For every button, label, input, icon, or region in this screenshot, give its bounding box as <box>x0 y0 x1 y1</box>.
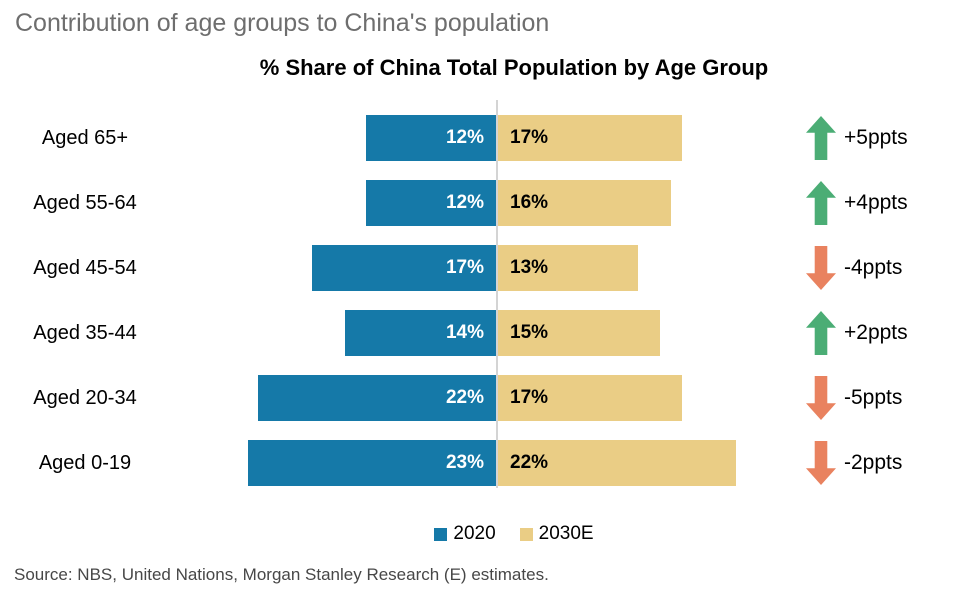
bar-2020: 17% <box>312 245 496 291</box>
category-label: Aged 20-34 <box>33 387 137 409</box>
bar-2020: 23% <box>247 440 496 486</box>
bar-2030e: 17% <box>498 375 682 421</box>
bar-value-2020: 23% <box>445 452 484 473</box>
chart-row: Aged 45-54 17% 13% -4ppts <box>0 245 956 291</box>
bar-2030e: 13% <box>498 245 639 291</box>
delta-arrow-down-icon <box>806 246 836 290</box>
bar-2020: 22% <box>258 375 496 421</box>
bar-2030e: 22% <box>498 440 736 486</box>
legend-label-2030e: 2030E <box>538 523 594 544</box>
delta-label: -4ppts <box>844 256 903 279</box>
bar-2020: 14% <box>344 310 496 356</box>
legend-item-2030e: 2030E <box>519 523 594 545</box>
bar-2020: 12% <box>366 115 496 161</box>
bar-value-2020: 12% <box>445 192 484 213</box>
bar-value-2030e: 17% <box>510 127 549 148</box>
bar-value-2030e: 13% <box>510 257 549 278</box>
category-label: Aged 55-64 <box>33 192 137 214</box>
chart-row: Aged 65+ 12% 17% +5ppts <box>0 115 956 161</box>
legend-label-2020: 2020 <box>453 523 496 544</box>
bar-2030e: 17% <box>498 115 682 161</box>
category-label: Aged 65+ <box>41 127 129 149</box>
delta-label: -2ppts <box>844 451 903 474</box>
chart-title: % Share of China Total Population by Age… <box>259 55 769 80</box>
delta-label: +4ppts <box>844 191 908 214</box>
delta-arrow-down-icon <box>806 376 836 420</box>
source-note: Source: NBS, United Nations, Morgan Stan… <box>14 565 549 584</box>
delta-arrow-down-icon <box>806 441 836 485</box>
legend-item-2020: 2020 <box>434 523 496 545</box>
bar-2020: 12% <box>366 180 496 226</box>
center-axis-line <box>496 100 498 488</box>
legend-swatch-2030e <box>519 527 533 541</box>
bar-value-2020: 17% <box>445 257 484 278</box>
delta-label: +5ppts <box>844 126 908 149</box>
legend-swatch-2020 <box>434 527 448 541</box>
chart-row: Aged 0-19 23% 22% -2ppts <box>0 440 956 486</box>
delta-label: +2ppts <box>844 321 908 344</box>
page-title: Contribution of age groups to China's po… <box>15 9 550 37</box>
category-label: Aged 45-54 <box>33 257 137 279</box>
chart-row: Aged 55-64 12% 16% +4ppts <box>0 180 956 226</box>
delta-label: -5ppts <box>844 386 903 409</box>
chart-row: Aged 20-34 22% 17% -5ppts <box>0 375 956 421</box>
delta-arrow-up-icon <box>806 311 836 355</box>
chart-row: Aged 35-44 14% 15% +2ppts <box>0 310 956 356</box>
bar-value-2030e: 22% <box>510 452 549 473</box>
legend: 2020 2030E <box>72 523 956 545</box>
category-label: Aged 0-19 <box>38 452 132 474</box>
delta-arrow-up-icon <box>806 181 836 225</box>
bar-2030e: 15% <box>498 310 660 356</box>
bar-value-2030e: 15% <box>510 322 549 343</box>
bar-value-2020: 14% <box>445 322 484 343</box>
bar-value-2030e: 16% <box>510 192 549 213</box>
category-label: Aged 35-44 <box>33 322 137 344</box>
bar-value-2020: 12% <box>445 127 484 148</box>
bar-2030e: 16% <box>498 180 671 226</box>
bar-value-2030e: 17% <box>510 387 549 408</box>
delta-arrow-up-icon <box>806 116 836 160</box>
bar-value-2020: 22% <box>445 387 484 408</box>
